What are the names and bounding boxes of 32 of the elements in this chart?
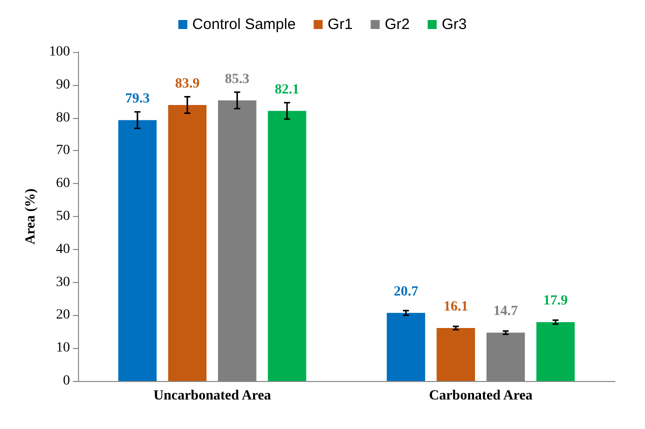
legend-label: Control Sample xyxy=(192,16,296,33)
bar xyxy=(118,120,157,381)
y-tick-label: 100 xyxy=(49,44,70,60)
y-tick-label: 50 xyxy=(56,209,70,224)
data-label: 20.7 xyxy=(394,284,418,300)
x-tick-label: Carbonated Area xyxy=(428,388,533,404)
bar xyxy=(436,328,475,381)
bar xyxy=(386,312,426,381)
legend-label: Gr3 xyxy=(442,16,467,33)
y-tick-label: 90 xyxy=(56,77,70,92)
x-tick-label: Uncarbonated Area xyxy=(153,388,272,404)
data-label: 83.9 xyxy=(175,76,200,92)
y-tick-label: 80 xyxy=(56,110,70,126)
y-tick-label: 10 xyxy=(56,340,70,356)
legend-label: Gr1 xyxy=(328,16,353,33)
y-axis-title: Area (%) xyxy=(24,188,39,245)
y-tick-label: 30 xyxy=(56,274,70,290)
data-label: 17.9 xyxy=(543,294,568,309)
y-tick-label: 60 xyxy=(56,176,70,192)
data-label: 79.3 xyxy=(125,92,150,107)
bar xyxy=(168,104,206,381)
y-tick-label: 40 xyxy=(56,242,70,257)
legend-label: Gr2 xyxy=(384,16,410,33)
y-tick-label: 20 xyxy=(56,308,70,323)
y-tick-label: 70 xyxy=(56,143,70,158)
data-label: 82.1 xyxy=(274,82,300,98)
data-label: 85.3 xyxy=(224,72,250,87)
data-label: 14.7 xyxy=(493,304,518,320)
bar xyxy=(268,110,306,381)
bar xyxy=(536,322,575,381)
data-label: 16.1 xyxy=(444,300,468,315)
y-tick-label: 0 xyxy=(63,374,70,388)
